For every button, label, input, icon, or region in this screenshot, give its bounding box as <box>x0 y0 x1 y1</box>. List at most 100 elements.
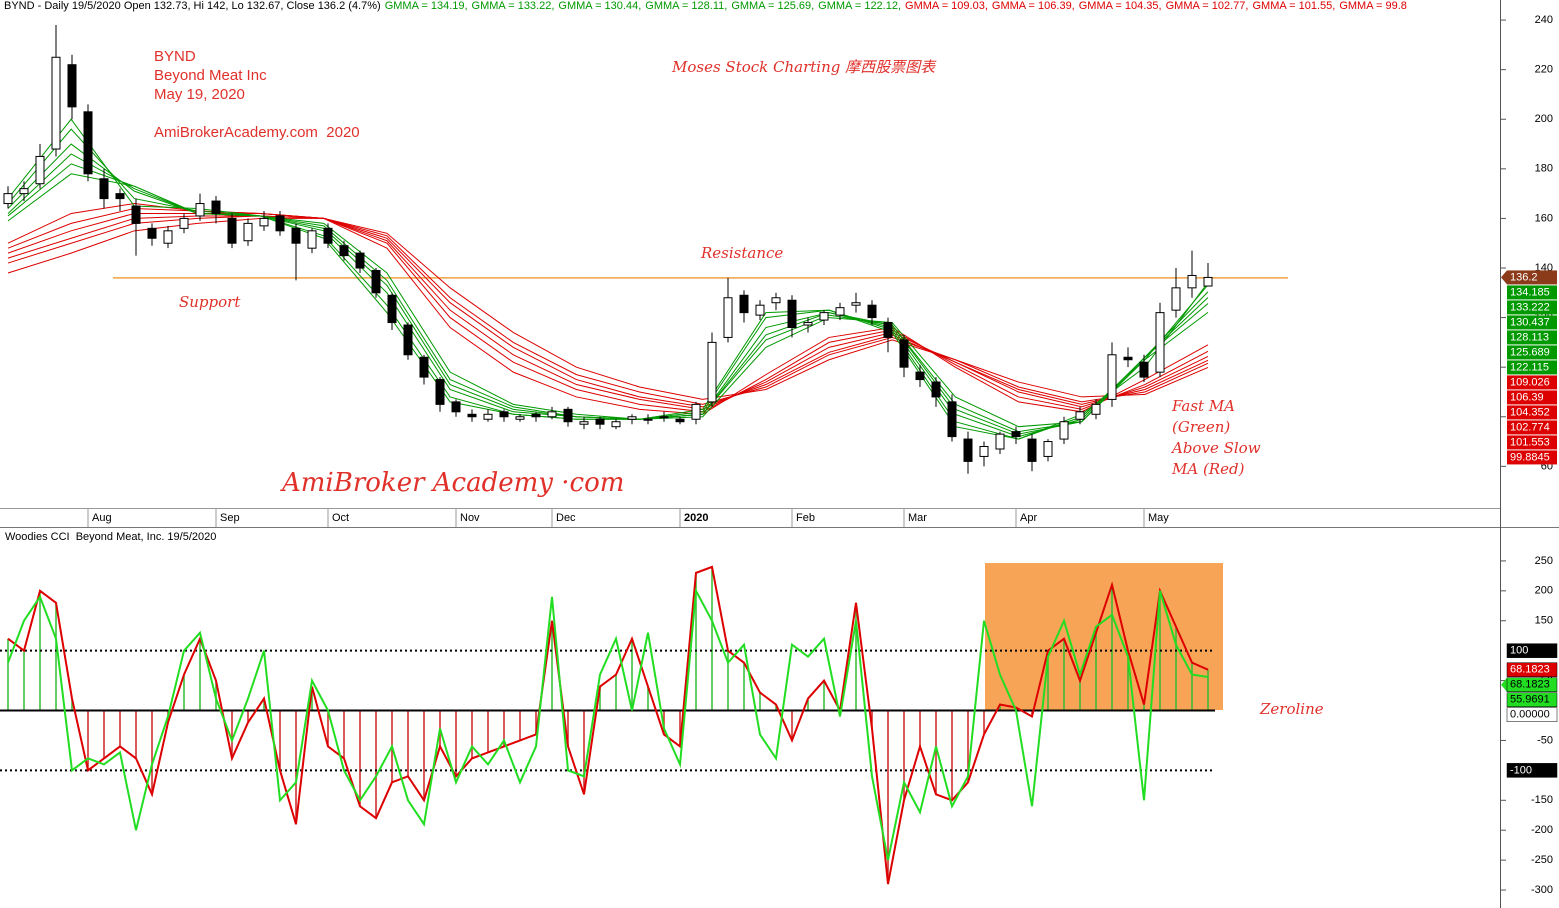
header-gmma: GMMA = 106.39, <box>992 0 1075 12</box>
candle-body <box>931 381 941 398</box>
value-box <box>1506 662 1558 677</box>
candle-body <box>803 322 813 326</box>
value-label: 100 <box>1510 645 1528 657</box>
candle-body <box>531 413 541 418</box>
candle-body <box>659 416 669 419</box>
value-label: 109.026 <box>1510 376 1550 388</box>
annotation: Moses Stock Charting 摩西股票图表 <box>671 58 937 76</box>
value-arrow <box>1501 677 1507 692</box>
value-label: 0.00000 <box>1510 709 1550 721</box>
candle-body <box>1171 287 1181 311</box>
candle-body <box>467 413 477 418</box>
y-tick-label: 150 <box>1535 615 1553 627</box>
value-label: 102.774 <box>1510 421 1550 433</box>
candle-body <box>867 304 877 319</box>
value-label: 133.222 <box>1510 301 1550 313</box>
candle-body <box>579 421 589 425</box>
candle-body <box>595 418 605 425</box>
header-gmma: GMMA = 128.11, <box>645 0 727 12</box>
value-label: 128.113 <box>1510 331 1549 343</box>
annotation: BYND <box>154 48 196 65</box>
x-tick-label: Feb <box>796 512 815 524</box>
candle-body <box>643 418 653 421</box>
candle-body <box>1091 403 1101 415</box>
candle-body <box>307 230 317 249</box>
candle-body <box>707 341 717 403</box>
candle-body <box>995 433 1005 450</box>
x-tick-label: Oct <box>332 512 349 524</box>
value-box <box>1506 692 1558 707</box>
candle-body <box>627 416 637 420</box>
candle-body <box>403 324 413 356</box>
value-label: 106.39 <box>1510 391 1544 403</box>
candle-body <box>755 304 765 316</box>
y-tick-label: -250 <box>1531 854 1553 866</box>
candle-body <box>1203 276 1213 287</box>
cci-line <box>7 565 1209 885</box>
candle-body <box>451 401 461 413</box>
header-gmma: GMMA = 130.44, <box>558 0 641 12</box>
value-label: 125.689 <box>1510 346 1550 358</box>
annotation: Resistance <box>700 244 783 262</box>
value-box <box>1507 300 1557 315</box>
value-label: 68.1823 <box>1510 664 1550 676</box>
value-label: -100 <box>1510 764 1532 776</box>
candle-body <box>1107 354 1117 400</box>
annotation: Fast MA <box>1171 397 1235 415</box>
value-box <box>1507 345 1557 360</box>
candle-body <box>739 294 749 314</box>
value-box <box>1506 763 1558 778</box>
candle-body <box>83 111 93 175</box>
candle-body <box>419 356 429 378</box>
cci-line <box>7 587 1209 861</box>
candle-body <box>3 193 13 205</box>
candle-body <box>547 411 557 418</box>
value-label: 99.8845 <box>1510 451 1550 463</box>
gmma-line <box>7 143 1209 438</box>
x-tick-label: Apr <box>1020 512 1037 524</box>
gmma-line <box>7 215 1209 408</box>
annotation: AmiBroker Academy ·com <box>280 468 624 498</box>
candle-body <box>1011 431 1021 438</box>
gmma-line <box>7 217 1209 400</box>
candle-body <box>1139 361 1149 378</box>
candle-body <box>19 188 29 195</box>
y-tick-label: -150 <box>1531 794 1553 806</box>
value-label: 134.185 <box>1510 286 1550 298</box>
candle-body <box>515 416 525 420</box>
value-box <box>1507 330 1557 345</box>
candle-body <box>163 230 173 244</box>
x-tick-label: Aug <box>92 512 112 524</box>
header: BYND - Daily 19/5/2020 Open 132.73, Hi 1… <box>4 0 1407 12</box>
candle-body <box>355 252 365 269</box>
y-tick-label: 250 <box>1535 555 1553 567</box>
annotation: MA (Red) <box>1171 460 1245 478</box>
candle-body <box>147 227 157 239</box>
header-gmma: GMMA = 102.77, <box>1166 0 1249 12</box>
candle-body <box>435 379 445 405</box>
y-tick-label: 200 <box>1535 585 1553 597</box>
y-tick-label: 220 <box>1535 64 1553 76</box>
value-label: 55.9691 <box>1510 694 1550 706</box>
candle-body <box>1059 421 1069 440</box>
value-box <box>1507 375 1557 390</box>
candle-body <box>243 222 253 242</box>
gmma-line <box>7 215 1209 405</box>
annotation: Above Slow <box>1170 439 1261 457</box>
candle-body <box>323 227 333 244</box>
y-tick-label: -300 <box>1531 884 1553 896</box>
candle-body <box>899 339 909 368</box>
candle-body <box>195 203 205 217</box>
candle-body <box>211 200 221 214</box>
value-box <box>1507 450 1557 465</box>
candle-body <box>771 297 781 304</box>
candle-body <box>835 307 845 316</box>
annotation: AmiBrokerAcademy.com 2020 <box>154 124 360 141</box>
cci-title: Woodies CCI Beyond Meat, Inc. 19/5/2020 <box>5 531 216 543</box>
candle-body <box>563 408 573 423</box>
y-tick-label: 200 <box>1535 113 1553 125</box>
x-tick-label: 2020 <box>684 512 708 524</box>
candle-body <box>291 227 301 244</box>
header-gmma: GMMA = 99.8 <box>1339 0 1407 12</box>
